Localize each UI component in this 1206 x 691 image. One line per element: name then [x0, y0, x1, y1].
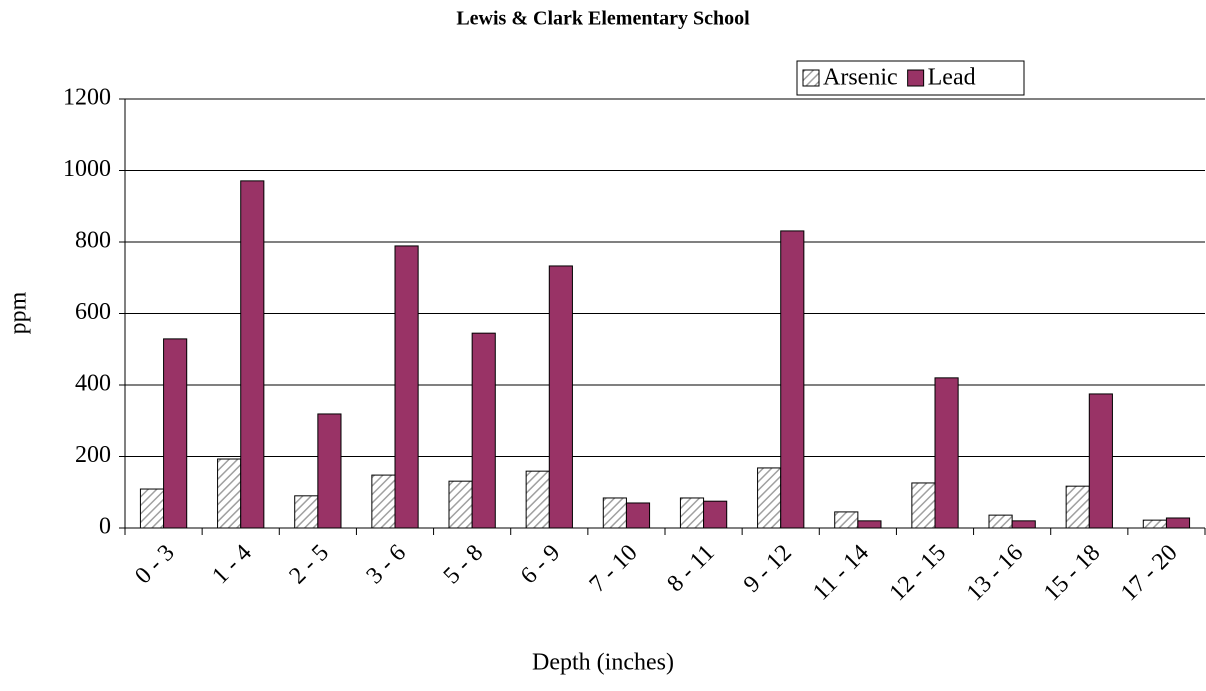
bar — [934, 377, 959, 529]
x-tick-label: 11 - 14 — [808, 540, 874, 606]
bar — [294, 495, 319, 529]
y-tick-label: 200 — [75, 442, 111, 468]
y-tick-label: 1000 — [63, 156, 111, 182]
y-tick-label: 600 — [75, 299, 111, 325]
bar — [1065, 485, 1090, 529]
bar — [988, 514, 1013, 529]
bar — [548, 265, 573, 529]
y-tick-label: 0 — [99, 514, 111, 540]
x-tick-label: 15 - 18 — [1039, 540, 1105, 606]
bar — [1011, 520, 1036, 529]
x-tick-label: 3 - 6 — [362, 540, 412, 590]
x-tick-label: 8 - 11 — [662, 540, 719, 597]
bar — [240, 180, 265, 529]
bar — [139, 488, 165, 529]
bar — [317, 413, 342, 529]
x-tick-label: 7 - 10 — [585, 540, 643, 598]
bar — [757, 467, 782, 529]
bar — [448, 480, 473, 529]
bar — [703, 500, 728, 529]
bar — [602, 497, 627, 529]
x-tick-label: 13 - 16 — [962, 540, 1028, 606]
x-tick-label: 17 - 20 — [1116, 540, 1182, 606]
bar — [911, 482, 936, 529]
x-tick-label: 1 - 4 — [207, 540, 257, 590]
bar — [1142, 519, 1167, 529]
bar — [857, 520, 882, 529]
y-tick-label: 1200 — [63, 85, 111, 111]
legend-swatch — [802, 69, 820, 87]
x-tick-label: 0 - 3 — [130, 540, 180, 590]
legend-swatch — [907, 69, 925, 87]
bar — [217, 458, 242, 529]
legend-label: Lead — [928, 65, 976, 91]
bar — [834, 511, 859, 529]
x-tick-label: 6 - 9 — [516, 540, 566, 590]
x-axis-label: Depth (inches) — [532, 650, 674, 676]
bar — [371, 474, 396, 529]
bar — [1088, 393, 1113, 529]
y-tick-label: 400 — [75, 371, 111, 397]
x-tick-label: 9 - 12 — [739, 540, 797, 598]
y-axis-label: ppm — [6, 291, 32, 334]
bar — [1165, 517, 1191, 529]
bar — [625, 502, 651, 529]
legend-label: Arsenic — [823, 65, 898, 91]
x-tick-label: 2 - 5 — [284, 540, 334, 590]
bar — [679, 497, 705, 529]
bar — [163, 338, 188, 529]
bar — [394, 245, 419, 529]
x-tick-label: 12 - 15 — [885, 540, 951, 606]
chart-title: Lewis & Clark Elementary School — [456, 8, 750, 30]
bar — [525, 470, 550, 529]
bar — [471, 332, 496, 529]
bar — [780, 230, 805, 529]
x-tick-label: 5 - 8 — [439, 540, 489, 590]
y-tick-label: 800 — [75, 228, 111, 254]
